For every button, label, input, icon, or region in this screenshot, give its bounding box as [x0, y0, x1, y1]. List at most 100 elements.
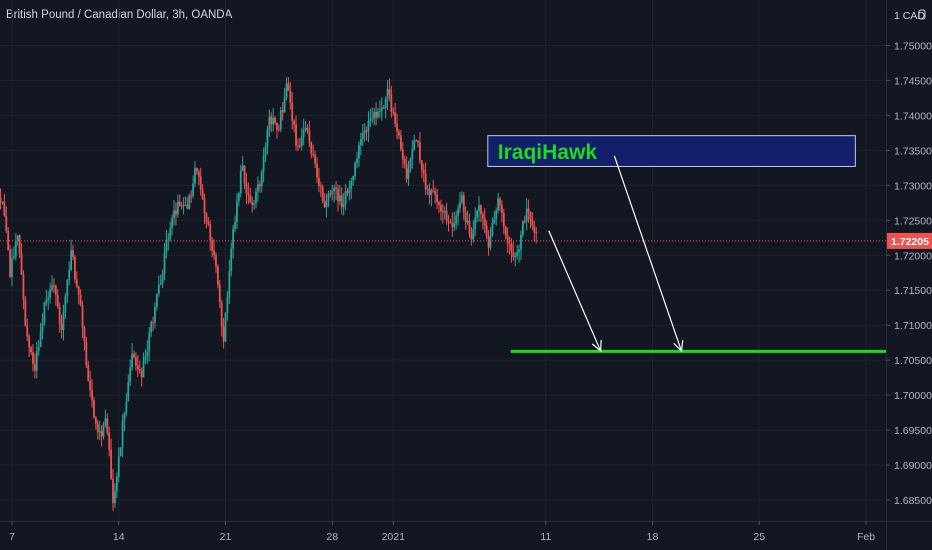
candle: [45, 289, 48, 307]
candle: [0, 188, 2, 210]
candle: [136, 355, 139, 378]
candle: [268, 109, 271, 137]
candle: [401, 141, 404, 168]
candle: [470, 227, 473, 246]
x-tick-label: 14: [113, 531, 125, 543]
candle: [211, 236, 214, 258]
candle: [436, 188, 438, 210]
candle: [165, 229, 168, 259]
candle: [516, 245, 519, 260]
candle: [514, 252, 517, 267]
candle: [300, 127, 303, 151]
candle: [283, 88, 286, 113]
candle: [260, 169, 263, 193]
candle: [176, 194, 179, 218]
candle: [333, 184, 336, 203]
candle: [68, 261, 71, 286]
candle: [131, 342, 133, 371]
candle: [293, 119, 296, 133]
y-tick-label: 1.74500: [894, 75, 932, 87]
candle: [152, 316, 154, 332]
candle: [518, 244, 520, 263]
candle: [228, 259, 231, 304]
candle: [129, 359, 132, 387]
x-tick-label: 7: [9, 531, 15, 543]
candle: [215, 252, 217, 273]
candle: [523, 215, 526, 224]
candle: [325, 193, 328, 218]
candle: [384, 96, 387, 119]
candle: [451, 212, 454, 237]
candle: [194, 161, 196, 188]
y-tick-label: 1.69000: [894, 460, 932, 472]
candle: [455, 210, 458, 230]
y-tick-label: 1.72500: [894, 215, 932, 227]
annotations[interactable]: IraqiHawk: [487, 135, 886, 353]
candle: [527, 199, 530, 223]
candle: [403, 155, 406, 169]
candle: [237, 191, 240, 207]
candle: [525, 198, 528, 231]
candle: [100, 425, 103, 447]
candle: [323, 193, 326, 209]
candle: [379, 100, 381, 118]
candle: [520, 230, 522, 261]
candle: [367, 111, 370, 143]
candle: [342, 193, 345, 216]
candle: [85, 336, 88, 369]
y-tick-label: 1.71500: [894, 285, 932, 297]
candle: [182, 197, 185, 215]
annotation-arrow[interactable]: [613, 155, 684, 353]
candle: [205, 212, 208, 229]
candle: [363, 123, 366, 142]
candle: [64, 293, 67, 320]
candle: [216, 264, 219, 289]
x-tick-label: 21: [220, 531, 232, 543]
candle: [508, 236, 511, 255]
candle: [3, 193, 6, 217]
candle: [346, 187, 349, 197]
candle: [316, 157, 318, 184]
candle: [117, 447, 120, 483]
candle: [47, 291, 50, 311]
candle: [11, 248, 13, 287]
candle: [424, 162, 427, 196]
candle: [276, 122, 278, 139]
candle: [140, 367, 143, 387]
current-price-label: 1.72205: [891, 236, 929, 248]
y-tick-label: 1.72000: [894, 250, 932, 262]
candle: [108, 426, 111, 457]
candle: [468, 213, 471, 238]
candle: [199, 167, 202, 196]
candle: [493, 210, 496, 225]
candle: [258, 180, 261, 193]
candle: [405, 156, 408, 183]
candle: [220, 299, 223, 337]
candle: [94, 415, 97, 430]
candle: [171, 214, 174, 236]
annotation-arrow[interactable]: [548, 230, 602, 353]
candle: [512, 241, 515, 261]
candle: [356, 151, 358, 168]
candle: [335, 181, 337, 201]
candle: [308, 120, 311, 147]
candle: [154, 302, 156, 329]
candle: [295, 115, 297, 151]
candle: [75, 271, 78, 289]
annotation-text-box[interactable]: IraqiHawk: [487, 135, 856, 167]
annotation-label: IraqiHawk: [498, 141, 598, 164]
candle: [440, 199, 442, 221]
currency-unit-toggle-icon[interactable]: [918, 9, 926, 20]
candle: [236, 193, 238, 229]
x-tick-label: Feb: [857, 531, 875, 543]
candle: [318, 168, 320, 193]
candle: [327, 190, 330, 208]
candle: [60, 314, 63, 339]
candle: [420, 160, 423, 179]
candle: [535, 227, 538, 244]
candle: [173, 200, 175, 226]
candle: [224, 311, 227, 343]
candle: [321, 184, 324, 204]
candle: [302, 118, 305, 146]
